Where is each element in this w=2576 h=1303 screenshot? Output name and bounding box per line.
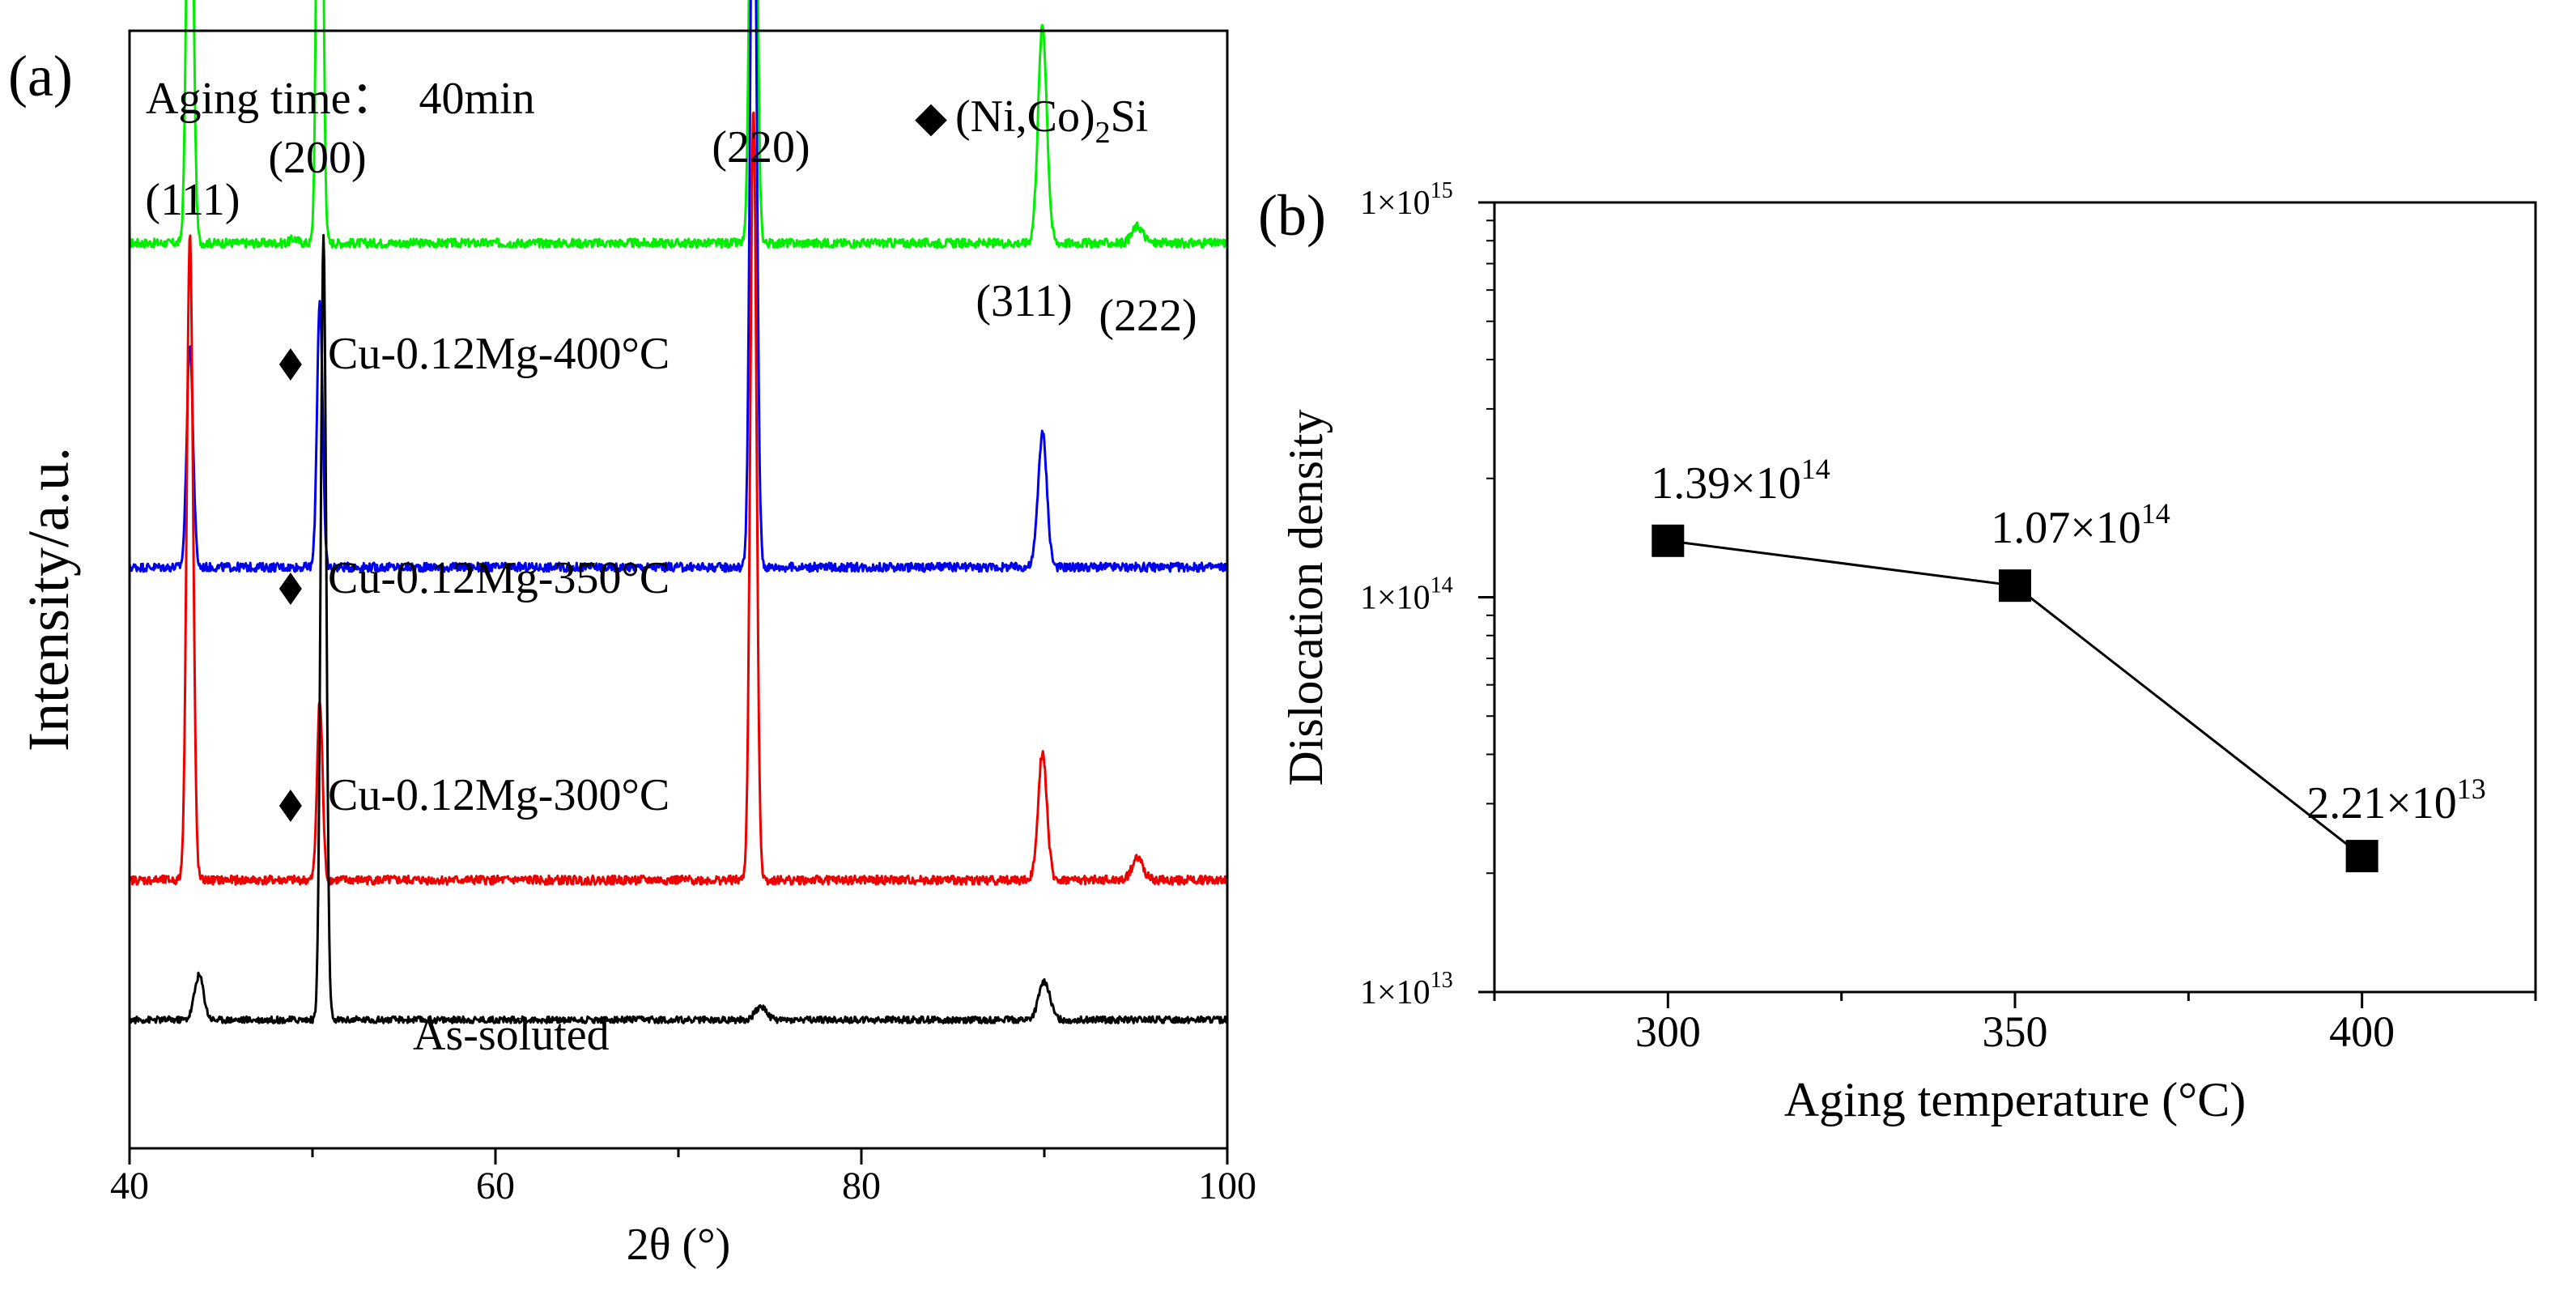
precipitate-diamond-marker [278, 790, 302, 822]
peak-label-222: (222) [1099, 291, 1197, 341]
data-point-square [1651, 524, 1685, 557]
panel-a-y-axis-title: Intensity/a.u. [16, 447, 81, 752]
data-point-square [1999, 569, 2031, 603]
x-tick-label: 400 [2329, 1007, 2395, 1056]
peak-label-111: (111) [145, 175, 240, 225]
legend-label: (Ni,Co)2Si [955, 92, 1148, 150]
series-label: Cu-0.12Mg-300°C [328, 770, 670, 820]
panel-b-label: (b) [1258, 183, 1326, 248]
panel-a-x-axis-title: 2θ (°) [627, 1220, 731, 1270]
peak-label-200: (200) [268, 133, 366, 183]
xrd-curve-cu-0-12mg-400-c [129, 0, 1229, 249]
xrd-curve-cu-0-12mg-350-c [128, 0, 1229, 573]
precipitate-diamond-marker [278, 573, 302, 605]
data-point-label: 1.39×1014 [1651, 453, 1830, 509]
x-tick-label: 350 [1983, 1007, 2048, 1056]
y-tick-label: 1×1014 [1360, 573, 1453, 617]
y-tick-label: 1×1013 [1360, 968, 1453, 1011]
legend-diamond-marker: ◆ [915, 95, 947, 141]
xrd-curve-cu-0-12mg-300-c [128, 111, 1229, 886]
x-tick-label: 100 [1198, 1165, 1256, 1207]
x-tick-label: 300 [1635, 1007, 1701, 1056]
aging-time-annotation: Aging time： 40min [146, 74, 535, 124]
panel-a-label: (a) [8, 44, 73, 109]
legend: ◆ (Ni,Co)2Si [915, 92, 1148, 150]
series-label: Cu-0.12Mg-400°C [328, 329, 670, 379]
data-point-label: 1.07×1014 [1991, 497, 2170, 553]
panel-b-dislocation-chart: 300 350 400 1×1013 1×1014 1×1015 1.39×1014 1.… [1258, 178, 2537, 1126]
panel-b-x-axis-title: Aging temperature (°C) [1784, 1073, 2246, 1126]
xrd-curve-as-soluted [128, 233, 1229, 1024]
panel-a-xrd-chart: 40 60 80 100 (111) (200) (220) (311) (222) Cu-0… [8, 0, 1256, 1270]
panel-b-y-axis-title: Dislocation density [1279, 410, 1333, 786]
peak-label-220: (220) [712, 122, 810, 172]
precipitate-diamond-marker [278, 348, 302, 381]
x-tick-label: 60 [476, 1165, 515, 1207]
series-label: As-soluted [413, 1010, 610, 1060]
peak-label-311: (311) [976, 276, 1072, 326]
data-point-label: 2.21×1013 [2306, 773, 2486, 828]
x-tick-label: 80 [842, 1165, 881, 1207]
y-tick-label: 1×1015 [1360, 178, 1453, 222]
x-tick-label: 40 [110, 1165, 149, 1207]
data-point-square [2345, 840, 2378, 873]
series-label: Cu-0.12Mg-350°C [328, 553, 670, 603]
